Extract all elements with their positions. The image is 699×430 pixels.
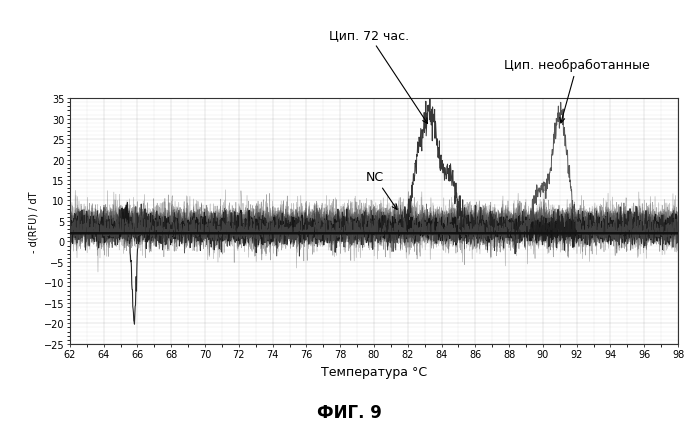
X-axis label: Температура °C: Температура °C — [321, 365, 427, 378]
Y-axis label: - d(RFU) / dT: - d(RFU) / dT — [28, 191, 38, 252]
Text: NC: NC — [366, 171, 397, 210]
Text: Цип. необработанные: Цип. необработанные — [504, 59, 650, 124]
Text: ФИГ. 9: ФИГ. 9 — [317, 403, 382, 421]
Text: Цип. 72 час.: Цип. 72 час. — [329, 29, 428, 124]
